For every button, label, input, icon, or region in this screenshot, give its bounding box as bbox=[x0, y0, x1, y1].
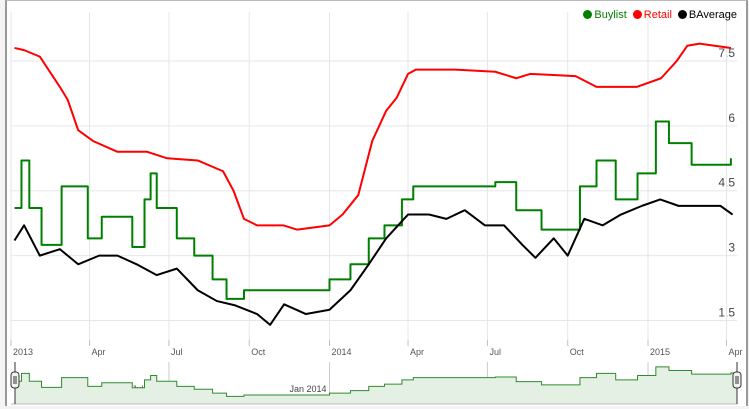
buylist-dot-icon bbox=[583, 10, 593, 19]
navigator-right-handle[interactable] bbox=[732, 362, 742, 404]
series-line-baverage bbox=[13, 198, 734, 326]
x-tick-label: 2015 bbox=[650, 347, 670, 357]
x-tick-label: Apr bbox=[729, 347, 743, 357]
legend: Buylist Retail BAverage bbox=[583, 9, 737, 21]
navigator-tick-label: Jan 2014 bbox=[289, 384, 326, 394]
y-tick-label: 3 bbox=[728, 241, 735, 255]
navigator: Jul 2013Jan 2014Jul 2014Jan 2015 bbox=[10, 362, 742, 405]
series-line-buylist bbox=[14, 120, 732, 300]
legend-label: Retail bbox=[643, 9, 672, 21]
legend-item-baverage[interactable]: BAverage bbox=[677, 9, 737, 21]
chart-frame bbox=[5, 0, 748, 406]
x-tick-label: Oct bbox=[251, 347, 266, 357]
legend-item-retail[interactable]: Retail bbox=[632, 9, 672, 21]
legend-item-buylist[interactable]: Buylist bbox=[583, 9, 627, 21]
x-tick-label: Jul bbox=[489, 347, 501, 357]
x-tick-label: 2014 bbox=[331, 347, 351, 357]
y-tick-label: 6 bbox=[728, 111, 735, 125]
x-tick-label: Apr bbox=[92, 347, 106, 357]
legend-label: Buylist bbox=[594, 9, 627, 21]
handle-grip-icon bbox=[10, 371, 20, 389]
x-tick-label: Jul bbox=[171, 347, 183, 357]
navigator-line bbox=[14, 366, 737, 397]
legend-label: BAverage bbox=[688, 9, 737, 21]
series-line-retail bbox=[14, 42, 732, 231]
navigator-area bbox=[14, 366, 738, 404]
retail-dot-icon bbox=[632, 10, 642, 19]
x-tick-label: 2013 bbox=[13, 347, 33, 357]
x-tick-label: Oct bbox=[570, 347, 585, 357]
x-tick-label: Apr bbox=[410, 347, 424, 357]
navigator-left-handle[interactable] bbox=[10, 362, 20, 404]
baverage-dot-icon bbox=[677, 10, 687, 19]
handle-grip-icon bbox=[732, 371, 742, 389]
